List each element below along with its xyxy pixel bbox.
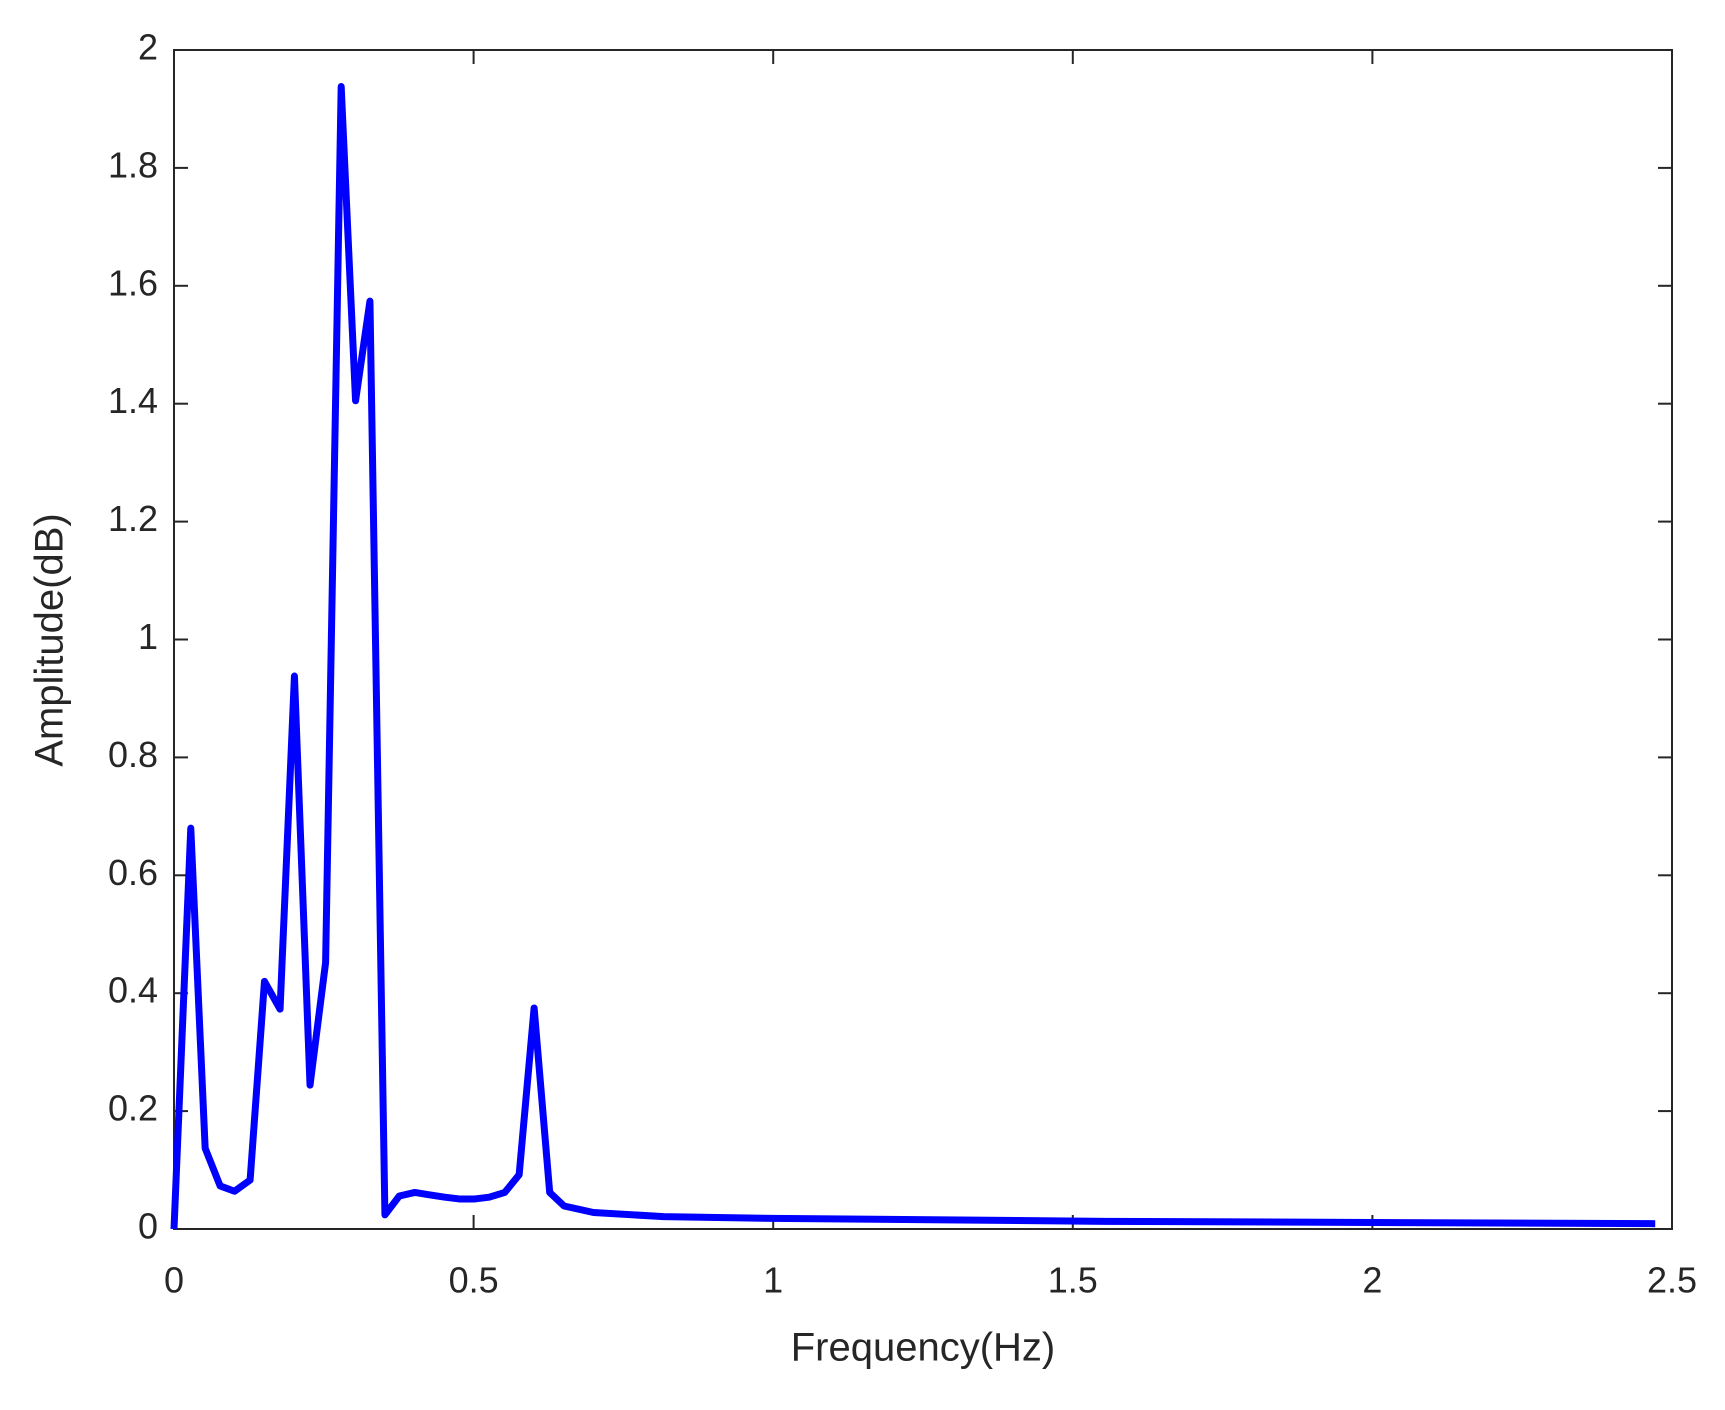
x-tick-label: 1.5: [1048, 1260, 1098, 1301]
y-tick-label: 1.8: [108, 144, 158, 185]
x-tick-label: 0.5: [449, 1260, 499, 1301]
y-tick-label: 1.2: [108, 498, 158, 539]
y-tick-label: 2: [138, 27, 158, 68]
x-axis-label: Frequency(Hz): [791, 1326, 1056, 1370]
y-tick-label: 1.6: [108, 262, 158, 303]
axes-box: [173, 49, 1673, 1230]
y-tick-label: 0.6: [108, 852, 158, 893]
y-tick-label: 1: [138, 616, 158, 657]
x-tick-label: 2: [1362, 1260, 1382, 1301]
y-tick-label: 0: [138, 1206, 158, 1247]
x-tick-label: 2.5: [1647, 1260, 1697, 1301]
data-line: [170, 83, 1656, 1230]
x-tick-label: 1: [763, 1260, 783, 1301]
y-tick-label: 1.4: [108, 380, 158, 421]
y-tick-label: 0.4: [108, 970, 158, 1011]
y-tick-label: 0.8: [108, 734, 158, 775]
y-axis-label: Amplitude(dB): [28, 513, 72, 766]
y-tick-label: 0.2: [108, 1088, 158, 1129]
x-tick-label: 0: [164, 1260, 184, 1301]
